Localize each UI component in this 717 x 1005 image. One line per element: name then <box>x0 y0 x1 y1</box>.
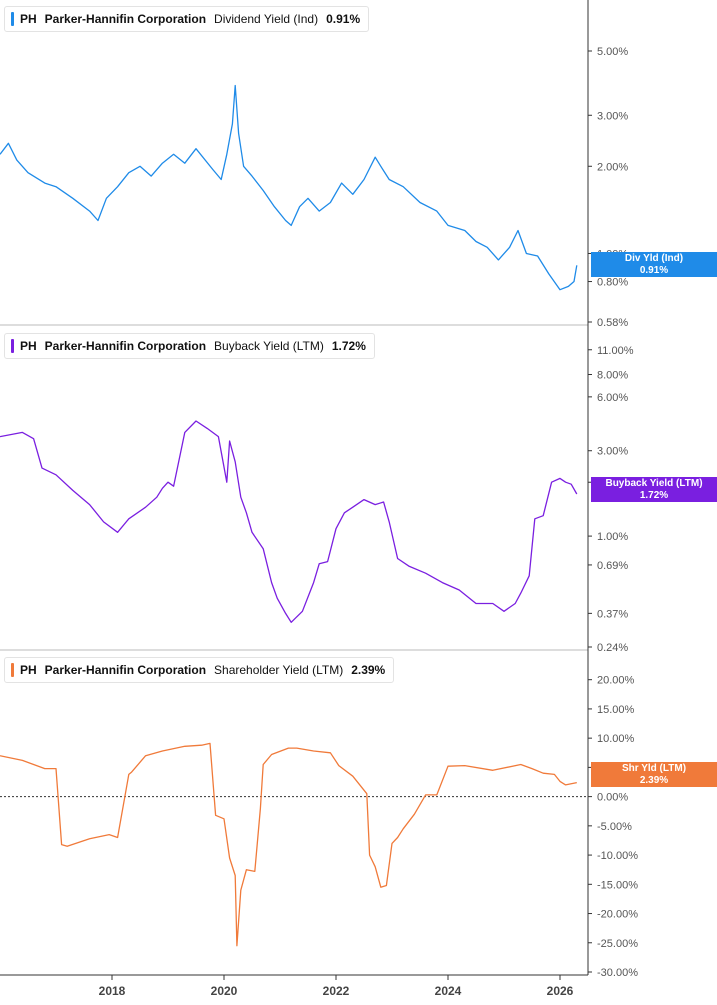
legend-ticker: PH <box>20 12 37 26</box>
legend-buyback-yield[interactable]: PH Parker-Hannifin Corporation Buyback Y… <box>4 333 375 359</box>
y-tick-label: -5.00% <box>597 821 632 833</box>
legend-shareholder-yield[interactable]: PH Parker-Hannifin Corporation Sharehold… <box>4 657 395 683</box>
legend-dividend-yield[interactable]: PH Parker-Hannifin Corporation Dividend … <box>4 6 370 32</box>
y-tick-label: 2.00% <box>597 161 628 173</box>
value-tag-dividend: Div Yld (Ind) 0.91% <box>591 252 717 277</box>
legend-ticker: PH <box>20 663 37 677</box>
value-tag-value: 2.39% <box>639 775 669 786</box>
x-tick-label: 2018 <box>99 984 126 998</box>
value-tag-label: Shr Yld (LTM) <box>621 763 687 774</box>
y-tick-label: -30.00% <box>597 967 638 979</box>
value-tag-label: Buyback Yield (LTM) <box>605 478 703 489</box>
y-tick-label: 5.00% <box>597 46 628 58</box>
value-tag-shareholder: Shr Yld (LTM) 2.39% <box>591 762 717 787</box>
x-tick-label: 2022 <box>323 984 350 998</box>
y-tick-label: 11.00% <box>597 345 634 357</box>
series-color-swatch <box>11 339 14 353</box>
legend-company: Parker-Hannifin Corporation <box>44 339 207 353</box>
legend-value: 2.39% <box>351 663 386 677</box>
series-line <box>0 84 578 291</box>
legend-value: 0.91% <box>326 12 361 26</box>
legend-value: 1.72% <box>331 339 366 353</box>
y-tick-label: 0.80% <box>597 277 628 289</box>
legend-metric: Dividend Yield (Ind) <box>214 12 319 26</box>
y-tick-label: -15.00% <box>597 879 638 891</box>
x-tick-label: 2024 <box>435 984 462 998</box>
y-tick-label: 1.00% <box>597 531 628 543</box>
y-tick-label: 0.58% <box>597 317 628 329</box>
legend-company: Parker-Hannifin Corporation <box>44 12 207 26</box>
y-tick-label: 6.00% <box>597 392 628 404</box>
series-color-swatch <box>11 12 14 26</box>
y-tick-label: 0.24% <box>597 642 628 654</box>
value-tag-label: Div Yld (Ind) <box>624 253 684 264</box>
legend-metric: Shareholder Yield (LTM) <box>214 663 344 677</box>
y-tick-label: 20.00% <box>597 675 635 687</box>
y-tick-label: 10.00% <box>597 733 635 745</box>
x-tick-label: 2026 <box>547 984 574 998</box>
y-tick-label: 8.00% <box>597 370 628 382</box>
legend-company: Parker-Hannifin Corporation <box>44 663 207 677</box>
legend-metric: Buyback Yield (LTM) <box>214 339 324 353</box>
y-tick-label: -10.00% <box>597 850 638 862</box>
y-tick-label: -20.00% <box>597 909 638 921</box>
legend-ticker: PH <box>20 339 37 353</box>
value-tag-buyback: Buyback Yield (LTM) 1.72% <box>591 477 717 502</box>
y-tick-label: 3.00% <box>597 446 628 458</box>
x-tick-label: 2020 <box>211 984 238 998</box>
y-tick-label: 15.00% <box>597 704 635 716</box>
series-color-swatch <box>11 663 14 677</box>
value-tag-value: 0.91% <box>639 265 669 276</box>
y-tick-label: 3.00% <box>597 110 628 122</box>
series-line <box>0 420 578 623</box>
series-line <box>0 742 577 947</box>
y-tick-label: 0.69% <box>597 560 628 572</box>
value-tag-value: 1.72% <box>639 490 669 501</box>
y-tick-label: 0.37% <box>597 608 628 620</box>
y-tick-label: -25.00% <box>597 938 638 950</box>
y-tick-label: 0.00% <box>597 792 628 804</box>
